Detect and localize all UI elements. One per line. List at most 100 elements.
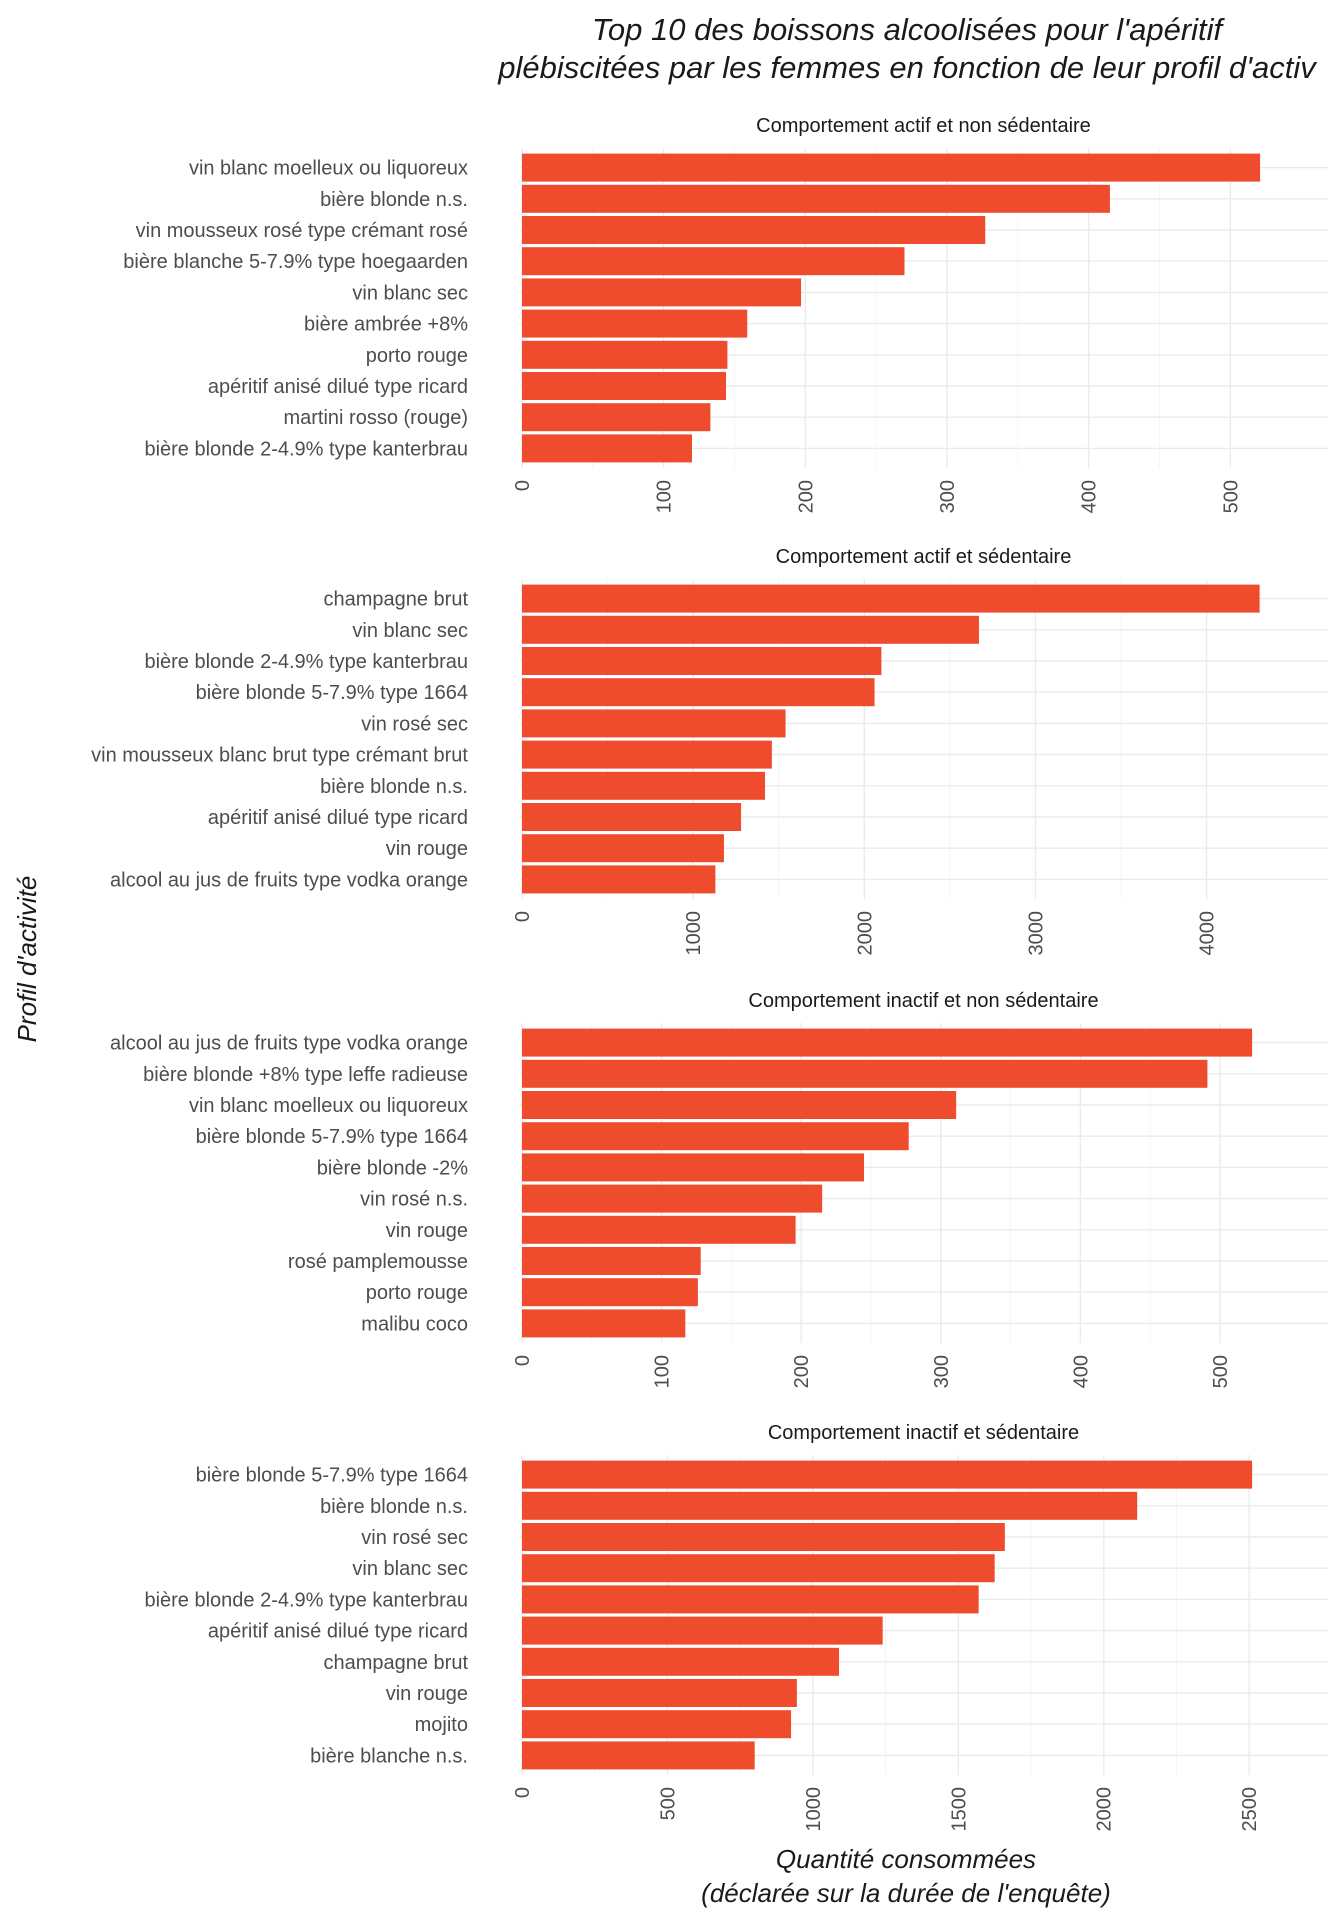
x-tick-label: 1000 bbox=[803, 1787, 825, 1832]
x-tick-label: 300 bbox=[937, 480, 959, 513]
x-tick-label: 1500 bbox=[948, 1787, 970, 1832]
category-label: vin blanc sec bbox=[352, 620, 468, 642]
category-label: bière blonde 2-4.9% type kanterbrau bbox=[144, 438, 468, 460]
category-label: bière blanche 5-7.9% type hoegaarden bbox=[123, 251, 468, 273]
facet-panel: Comportement inactif et non sédentaire 0 1… bbox=[110, 990, 1328, 1388]
x-tick-label: 0 bbox=[512, 1355, 534, 1366]
x-tick-label: 0 bbox=[512, 911, 534, 922]
bar bbox=[522, 1491, 1138, 1520]
x-tick-label: 200 bbox=[791, 1355, 813, 1388]
x-tick-label: 300 bbox=[931, 1355, 953, 1388]
category-label: bière ambrée +8% bbox=[304, 314, 468, 336]
bar bbox=[522, 834, 724, 863]
bar bbox=[522, 247, 905, 276]
bar bbox=[522, 278, 802, 307]
bar bbox=[522, 1585, 979, 1614]
x-tick-label: 100 bbox=[654, 480, 676, 513]
category-label: vin blanc moelleux ou liquoreux bbox=[189, 1095, 468, 1117]
bar bbox=[522, 1460, 1253, 1489]
category-label: bière blanche n.s. bbox=[310, 1745, 468, 1767]
facet-panel: Comportement actif et non sédentaire 0 100… bbox=[123, 115, 1328, 513]
category-label: bière blonde n.s. bbox=[320, 1496, 468, 1518]
facet-title: Comportement actif et sédentaire bbox=[776, 546, 1072, 568]
bar bbox=[522, 1309, 686, 1338]
bar bbox=[522, 1184, 823, 1213]
category-label: vin rosé sec bbox=[361, 1527, 468, 1549]
bar bbox=[522, 1028, 1253, 1057]
bar bbox=[522, 372, 726, 400]
category-label: mojito bbox=[415, 1714, 468, 1736]
bar bbox=[522, 709, 786, 738]
bar bbox=[522, 1710, 792, 1739]
bar bbox=[522, 184, 1110, 213]
bar bbox=[522, 1122, 909, 1151]
facet-title: Comportement inactif et sédentaire bbox=[768, 1422, 1079, 1444]
bar bbox=[522, 309, 748, 338]
bar bbox=[522, 1554, 995, 1583]
bar bbox=[522, 1215, 796, 1244]
bar bbox=[522, 1059, 1208, 1088]
bar bbox=[522, 615, 979, 644]
category-label: vin blanc sec bbox=[352, 1558, 468, 1580]
bar bbox=[522, 1153, 865, 1182]
bar bbox=[522, 1091, 957, 1119]
category-label: bière blonde +8% type leffe radieuse bbox=[143, 1064, 468, 1086]
category-label: vin blanc sec bbox=[352, 282, 468, 304]
bar bbox=[522, 1741, 755, 1770]
category-label: vin rouge bbox=[386, 838, 468, 860]
bar bbox=[522, 1647, 840, 1676]
x-tick-label: 200 bbox=[795, 480, 817, 513]
bar bbox=[522, 1679, 797, 1707]
bar bbox=[522, 153, 1261, 182]
category-label: bière blonde 2-4.9% type kanterbrau bbox=[144, 1589, 468, 1611]
bar bbox=[522, 740, 772, 769]
category-label: malibu coco bbox=[361, 1313, 468, 1335]
facet-title: Comportement actif et non sédentaire bbox=[756, 115, 1091, 137]
category-label: bière blonde n.s. bbox=[320, 189, 468, 211]
bar bbox=[522, 216, 986, 244]
category-label: bière blonde -2% bbox=[317, 1157, 468, 1179]
x-tick-label: 3000 bbox=[1025, 911, 1047, 956]
x-tick-label: 0 bbox=[512, 480, 534, 491]
x-tick-label: 2000 bbox=[1094, 1787, 1116, 1832]
x-axis-title-line-1: Quantité consommées bbox=[776, 1844, 1036, 1874]
bar bbox=[522, 771, 766, 800]
category-label: apéritif anisé dilué type ricard bbox=[208, 807, 468, 829]
chart-title-line-2: plébiscitées par les femmes en fonction … bbox=[497, 50, 1317, 85]
category-label: vin blanc moelleux ou liquoreux bbox=[189, 158, 468, 180]
facet-title: Comportement inactif et non sédentaire bbox=[748, 990, 1098, 1012]
category-label: alcool au jus de fruits type vodka orang… bbox=[110, 1033, 468, 1055]
bar bbox=[522, 1247, 701, 1275]
bar bbox=[522, 434, 692, 463]
category-label: vin mousseux rosé type crémant rosé bbox=[136, 220, 468, 242]
category-label: bière blonde 2-4.9% type kanterbrau bbox=[144, 651, 468, 673]
x-tick-label: 2000 bbox=[854, 911, 876, 956]
x-tick-label: 500 bbox=[1210, 1355, 1232, 1388]
category-label: champagne brut bbox=[323, 589, 468, 611]
category-label: bière blonde 5-7.9% type 1664 bbox=[196, 1465, 468, 1487]
x-tick-label: 400 bbox=[1079, 480, 1101, 513]
bar bbox=[522, 803, 742, 831]
x-tick-label: 100 bbox=[652, 1355, 674, 1388]
category-label: porto rouge bbox=[366, 345, 468, 367]
category-label: martini rosso (rouge) bbox=[283, 407, 468, 429]
x-tick-label: 0 bbox=[512, 1787, 534, 1798]
chart-title-line-1: Top 10 des boissons alcoolisées pour l'a… bbox=[592, 12, 1226, 47]
category-label: bière blonde n.s. bbox=[320, 776, 468, 798]
category-label: rosé pamplemousse bbox=[288, 1251, 468, 1273]
x-tick-label: 1000 bbox=[683, 911, 705, 956]
category-label: champagne brut bbox=[323, 1652, 468, 1674]
y-axis-title: Profil d'activité bbox=[12, 876, 42, 1043]
bar bbox=[522, 1278, 698, 1307]
category-label: bière blonde 5-7.9% type 1664 bbox=[196, 1126, 468, 1148]
category-label: apéritif anisé dilué type ricard bbox=[208, 1621, 468, 1643]
category-label: vin rosé sec bbox=[361, 713, 468, 735]
bar bbox=[522, 1523, 1005, 1551]
x-tick-label: 400 bbox=[1070, 1355, 1092, 1388]
facet-panel: Comportement actif et sédentaire 0 1000 200… bbox=[91, 546, 1328, 956]
category-label: vin rouge bbox=[386, 1683, 468, 1705]
x-tick-label: 500 bbox=[1220, 480, 1242, 513]
category-label: vin rouge bbox=[386, 1220, 468, 1242]
x-tick-label: 500 bbox=[657, 1787, 679, 1820]
